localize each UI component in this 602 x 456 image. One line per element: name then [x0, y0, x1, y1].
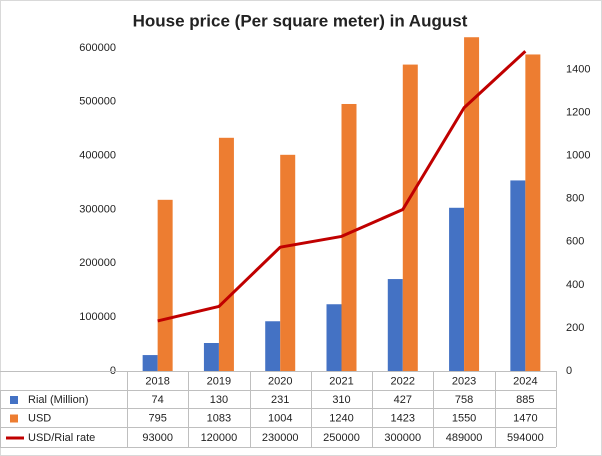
table-value: 489000 [446, 432, 483, 444]
table-value: 130 [210, 394, 228, 406]
table-value: 93000 [142, 432, 173, 444]
table-value: 1470 [513, 412, 537, 424]
bar [387, 279, 403, 371]
bar [203, 343, 219, 371]
x-tick-label: 2020 [268, 375, 292, 387]
bar [525, 54, 541, 372]
table-value: 300000 [384, 432, 421, 444]
bar [218, 137, 234, 371]
table-value: 74 [152, 394, 164, 406]
y-tick-label: 0 [110, 365, 116, 377]
x-tick-label: 2023 [452, 375, 476, 387]
x-tick-label: 2018 [145, 375, 169, 387]
bar [142, 355, 158, 371]
table-value: 230000 [262, 432, 299, 444]
x-tick-label: 2021 [329, 375, 353, 387]
chart-title: House price (Per square meter) in August [133, 11, 468, 30]
bar [280, 154, 296, 371]
bar [157, 199, 173, 371]
bar [341, 103, 357, 371]
y-tick-label: 500000 [79, 96, 116, 108]
bar [464, 37, 480, 371]
line-series [157, 50, 527, 323]
y-tick-label: 200000 [79, 257, 116, 269]
table-value: 885 [516, 394, 534, 406]
bar [402, 64, 418, 372]
table-value: 1550 [452, 412, 476, 424]
legend-key [10, 414, 18, 423]
table-value: 758 [455, 394, 473, 406]
table-value: 1083 [207, 412, 231, 424]
y2-tick-label: 200 [566, 322, 584, 334]
table-value: 310 [332, 394, 350, 406]
bar [326, 304, 342, 371]
table-value: 1240 [329, 412, 353, 424]
table-value: 594000 [507, 432, 544, 444]
legend-label: Rial (Million) [28, 394, 89, 406]
y2-tick-label: 800 [566, 193, 584, 205]
table-value: 1423 [391, 412, 415, 424]
table-value: 120000 [201, 432, 238, 444]
y-tick-label: 300000 [79, 203, 116, 215]
y-tick-label: 600000 [79, 42, 116, 54]
y2-tick-label: 400 [566, 279, 584, 291]
table-value: 231 [271, 394, 289, 406]
y2-tick-label: 600 [566, 236, 584, 248]
x-tick-label: 2019 [207, 375, 231, 387]
y2-tick-label: 0 [566, 365, 572, 377]
y2-tick-label: 1000 [566, 150, 590, 162]
y-tick-label: 100000 [79, 311, 116, 323]
x-tick-label: 2024 [513, 375, 537, 387]
legend-key [10, 396, 18, 404]
y2-tick-label: 1400 [566, 63, 590, 75]
bar [265, 321, 281, 371]
x-tick-label: 2022 [391, 375, 415, 387]
y-tick-label: 400000 [79, 150, 116, 162]
table-value: 795 [148, 412, 166, 424]
y2-tick-label: 1200 [566, 107, 590, 119]
bar [510, 180, 526, 371]
table-value: 250000 [323, 432, 360, 444]
bar [449, 207, 465, 371]
table-value: 1004 [268, 412, 292, 424]
table-value: 427 [394, 394, 412, 406]
legend-label: USD [28, 412, 51, 424]
legend-label: USD/Rial rate [28, 432, 95, 444]
